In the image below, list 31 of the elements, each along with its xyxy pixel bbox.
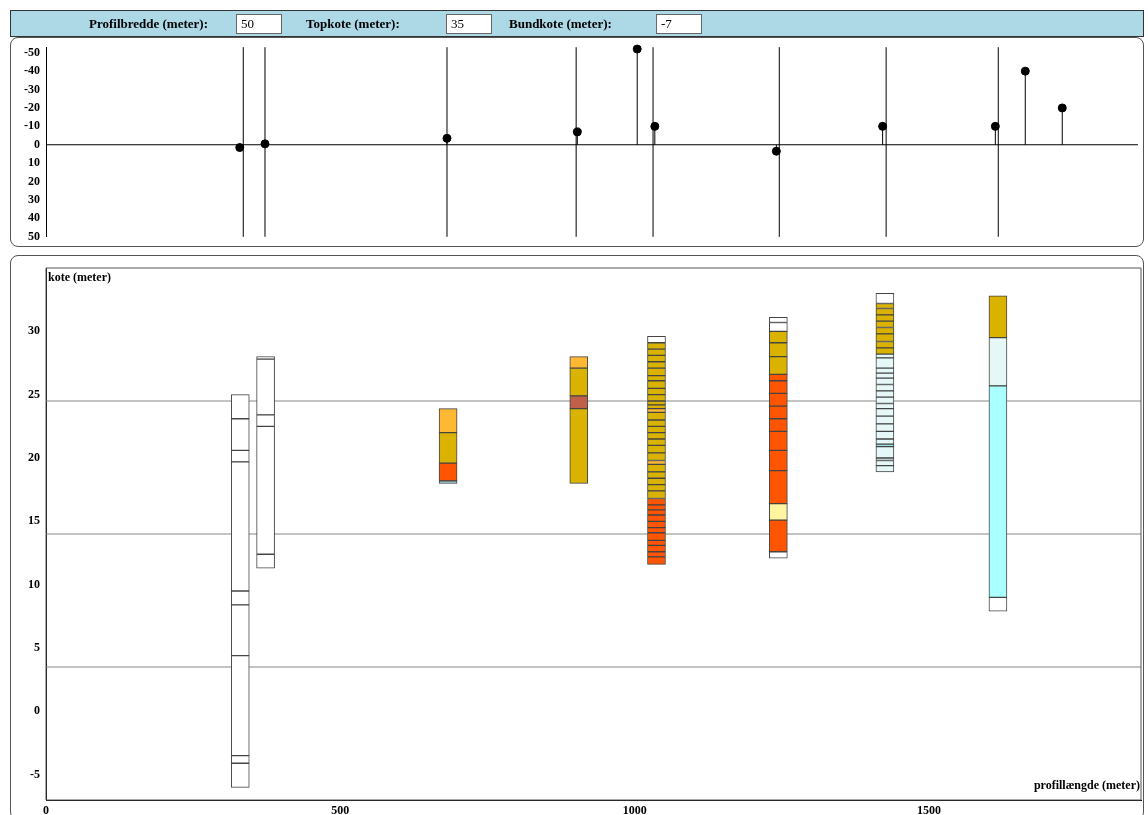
y-tick-label: 0 xyxy=(34,703,40,718)
text: Topkote (meter): xyxy=(306,16,400,32)
x-tick-label: 500 xyxy=(331,803,350,815)
y-tick-label: 5 xyxy=(34,640,40,655)
y-tick-label: 20 xyxy=(28,173,40,188)
y-tick-label: 20 xyxy=(28,450,40,465)
y-tick-label: -5 xyxy=(30,766,40,781)
y-tick-label: -50 xyxy=(24,44,40,59)
y-tick-label: -20 xyxy=(24,100,40,115)
text: Bundkote (meter): xyxy=(509,16,612,32)
y-tick-label: -40 xyxy=(24,63,40,78)
x-axis-title: profillængde (meter) xyxy=(1033,778,1140,793)
text: Profilbredde (meter): xyxy=(89,16,208,32)
y-tick-label: 25 xyxy=(28,386,40,401)
y-tick-label: 10 xyxy=(28,576,40,591)
y-tick-label: 30 xyxy=(28,192,40,207)
y-tick-label: -30 xyxy=(24,81,40,96)
text: 50 xyxy=(236,14,282,34)
y-tick-label: 10 xyxy=(28,155,40,170)
y-tick-label: -10 xyxy=(24,118,40,133)
x-tick-label: 0 xyxy=(43,803,49,815)
y-tick-label: 40 xyxy=(28,210,40,225)
text: 35 xyxy=(446,14,492,34)
x-tick-label: 1500 xyxy=(917,803,942,815)
y-axis-title: kote (meter) xyxy=(48,270,111,285)
text: -7 xyxy=(656,14,702,34)
y-tick-label: 0 xyxy=(34,136,40,151)
y-tick-label: 50 xyxy=(28,228,40,243)
x-tick-label: 1000 xyxy=(622,803,647,815)
y-tick-label: 15 xyxy=(28,513,40,528)
y-tick-label: 30 xyxy=(28,323,40,338)
